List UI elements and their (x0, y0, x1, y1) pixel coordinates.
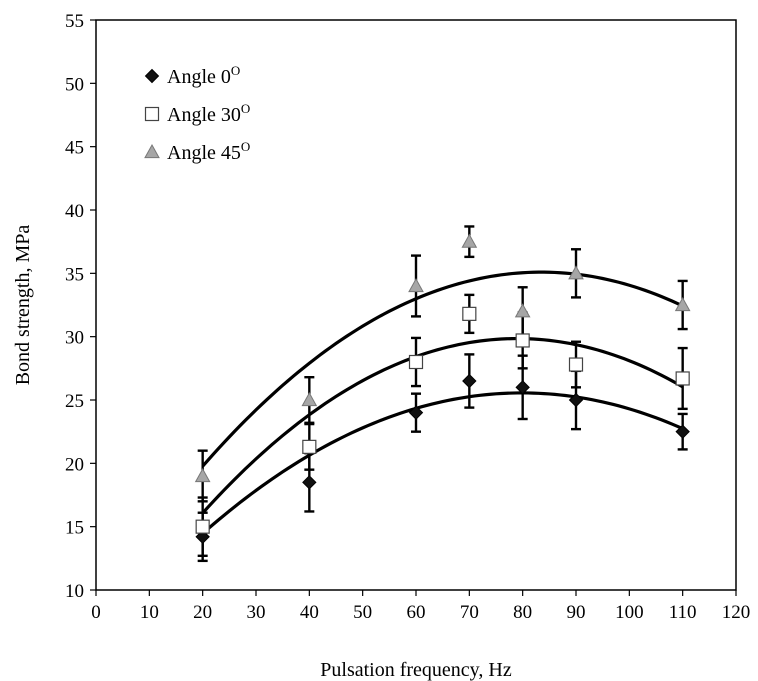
y-tick-label: 15 (65, 518, 84, 539)
square-point (195, 519, 210, 534)
diamond-point (462, 373, 477, 389)
legend-label: Angle 45O (167, 139, 250, 164)
legend-label: Angle 0O (167, 63, 240, 88)
y-tick-label: 45 (65, 138, 84, 159)
y-tick-label: 35 (65, 264, 84, 285)
diamond-point (302, 475, 317, 490)
y-tick-label: 25 (65, 391, 84, 412)
trend-curves (201, 270, 684, 535)
square-point (515, 333, 530, 348)
trend-curve (201, 336, 684, 515)
trend-curve (201, 391, 684, 535)
legend-marker-square (144, 106, 160, 122)
x-tick-label: 30 (247, 602, 266, 623)
diamond-point (408, 405, 424, 420)
y-tick-label: 50 (65, 74, 84, 95)
x-axis-ticks: 0 10 20 30 40 50 60 70 80 90 100 110 120 (91, 590, 750, 623)
x-tick-label: 10 (140, 602, 159, 623)
triangle-point (301, 391, 318, 407)
x-tick-label: 50 (353, 602, 372, 623)
triangle-point (194, 467, 211, 483)
x-tick-label: 70 (460, 602, 479, 623)
x-tick-label: 60 (407, 602, 426, 623)
legend: Angle 0O Angle 30O Angle 45O (144, 63, 250, 164)
data-points (194, 233, 691, 545)
y-tick-label: 30 (65, 328, 84, 349)
x-tick-label: 110 (669, 602, 697, 623)
trend-curve (201, 270, 684, 468)
diamond-point (675, 424, 690, 439)
x-tick-label: 120 (722, 602, 751, 623)
x-tick-label: 40 (300, 602, 319, 623)
y-tick-label: 55 (65, 11, 84, 32)
square-point (408, 354, 424, 370)
x-tick-label: 100 (615, 602, 644, 623)
legend-marker-triangle (144, 143, 160, 159)
y-tick-label: 20 (65, 454, 84, 475)
x-tick-label: 0 (91, 602, 101, 623)
y-axis-ticks: 10 15 20 25 30 35 40 45 50 55 (65, 11, 96, 602)
square-point (675, 371, 690, 386)
x-tick-label: 80 (513, 602, 532, 623)
y-tick-label: 40 (65, 201, 84, 222)
diamond-point (568, 392, 584, 408)
legend-label: Angle 30O (167, 101, 250, 126)
x-tick-label: 90 (567, 602, 586, 623)
y-axis-title: Bond strength, MPa (12, 225, 34, 386)
triangle-point (408, 277, 424, 293)
triangle-point (461, 233, 478, 248)
x-axis-title: Pulsation frequency, Hz (320, 659, 512, 681)
triangle-point (568, 265, 584, 280)
diamond-point (515, 380, 530, 395)
triangle-point (514, 303, 531, 318)
legend-marker-diamond (144, 68, 160, 84)
y-tick-label: 10 (65, 581, 84, 602)
square-point (568, 357, 584, 372)
triangle-point (674, 296, 691, 312)
square-point (302, 439, 317, 454)
square-point (462, 306, 477, 321)
x-tick-label: 20 (193, 602, 212, 623)
